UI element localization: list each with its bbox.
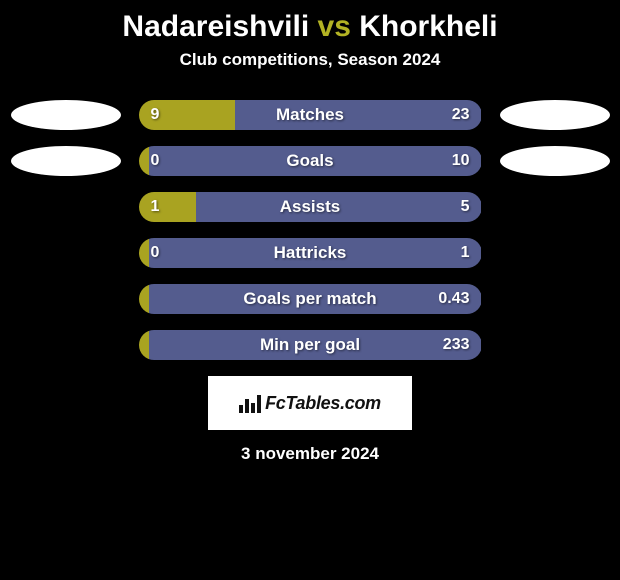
stat-segment-left xyxy=(139,238,149,268)
stat-row: Min per goal233 xyxy=(0,330,620,360)
title-left-name: Nadareishvili xyxy=(122,10,309,43)
generated-date: 3 november 2024 xyxy=(0,444,620,464)
stat-bar: Goals010 xyxy=(139,146,482,176)
stat-rows-container: Matches923Goals010Assists15Hattricks01Go… xyxy=(0,100,620,360)
stat-bar: Assists15 xyxy=(139,192,482,222)
stat-row: Goals010 xyxy=(0,146,620,176)
stat-value-left: 0 xyxy=(151,238,160,268)
stat-bar: Min per goal233 xyxy=(139,330,482,360)
title-right-name: Khorkheli xyxy=(359,10,497,43)
stat-value-left: 9 xyxy=(151,100,160,130)
stat-segment-right xyxy=(149,284,482,314)
bar-chart-icon xyxy=(239,393,261,413)
stat-bar: Hattricks01 xyxy=(139,238,482,268)
stat-segment-right xyxy=(235,100,482,130)
watermark: FcTables.com xyxy=(208,376,412,430)
player-left-marker xyxy=(11,100,121,130)
player-right-marker xyxy=(500,146,610,176)
stat-segment-right xyxy=(149,330,482,360)
stat-row: Hattricks01 xyxy=(0,238,620,268)
stat-row: Matches923 xyxy=(0,100,620,130)
stat-segment-left xyxy=(139,146,149,176)
stat-bar: Matches923 xyxy=(139,100,482,130)
stat-value-right: 0.43 xyxy=(438,284,469,314)
stat-bar: Goals per match0.43 xyxy=(139,284,482,314)
player-right-marker xyxy=(500,100,610,130)
stat-segment-left xyxy=(139,192,196,222)
comparison-title: Nadareishvili vs Khorkheli xyxy=(0,0,620,50)
comparison-subtitle: Club competitions, Season 2024 xyxy=(0,50,620,100)
stat-value-right: 10 xyxy=(452,146,470,176)
stat-segment-right xyxy=(149,238,482,268)
stat-row: Assists15 xyxy=(0,192,620,222)
player-left-marker xyxy=(11,146,121,176)
watermark-text: FcTables.com xyxy=(265,393,381,414)
stat-segment-right xyxy=(149,146,482,176)
stat-row: Goals per match0.43 xyxy=(0,284,620,314)
stat-segment-left xyxy=(139,330,149,360)
stat-value-left: 0 xyxy=(151,146,160,176)
stat-value-right: 1 xyxy=(461,238,470,268)
title-vs: vs xyxy=(318,10,351,43)
stat-value-right: 233 xyxy=(443,330,470,360)
stat-value-right: 5 xyxy=(461,192,470,222)
stat-segment-left xyxy=(139,284,149,314)
stat-segment-right xyxy=(196,192,482,222)
stat-value-right: 23 xyxy=(452,100,470,130)
stat-value-left: 1 xyxy=(151,192,160,222)
